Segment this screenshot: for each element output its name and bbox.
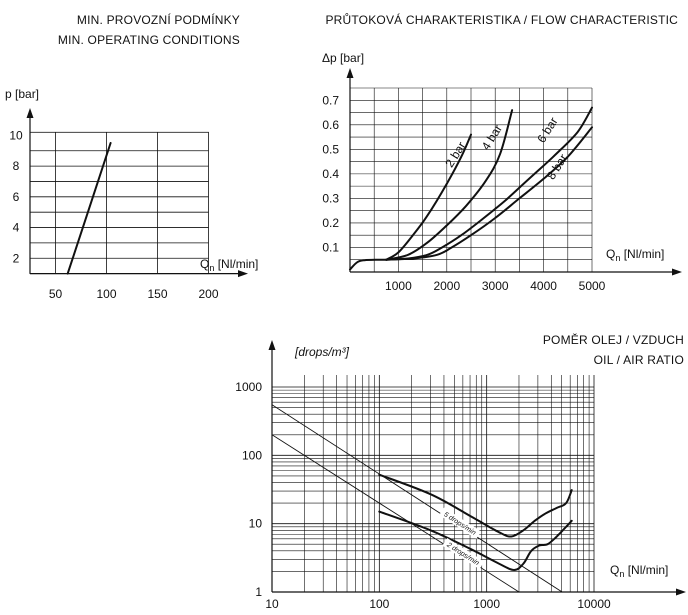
chart3-x-axis-label: Qn [Nl/min]	[610, 563, 668, 579]
chart2-y-tick-label: 0.7	[322, 93, 339, 107]
chart3-x-tick-label: 100	[369, 597, 389, 610]
chart3-title-line1: POMĚR OLEJ / VZDUCH	[543, 332, 684, 347]
chart2-y-tick-label: 0.6	[322, 118, 339, 132]
chart2-x-axis-label: Qn [Nl/min]	[606, 247, 664, 263]
chart3-series-line	[378, 473, 573, 538]
chart1-title-line2: MIN. OPERATING CONDITIONS	[58, 33, 240, 47]
chart2-y-tick-label: 0.1	[322, 240, 339, 254]
chart2-y-tick-label: 0.3	[322, 191, 339, 205]
chart2-series-label: 2 bar	[442, 139, 468, 170]
chart2-y-axis-arrow	[346, 68, 354, 78]
chart1-y-axis-label: p [bar]	[5, 87, 39, 101]
chart3-y-tick-label: 10	[249, 517, 263, 531]
oil-air-ratio-chart: POMĚR OLEJ / VZDUCH OIL / AIR RATIO [dro…	[235, 332, 686, 611]
chart2-series	[349, 106, 593, 271]
chart3-y-axis-label: [drops/m³]	[294, 345, 350, 359]
chart2-series-line	[385, 106, 593, 261]
chart1-title-line1: MIN. PROVOZNÍ PODMÍNKY	[77, 12, 240, 27]
chart3-x-axis-arrow	[676, 588, 686, 596]
chart3-x-tick-label: 1000	[473, 597, 500, 610]
chart1-x-tick-label: 200	[198, 287, 218, 301]
chart1-min-pressure-line	[66, 142, 112, 275]
chart2-series-line	[385, 109, 514, 261]
chart3-series-line	[378, 510, 573, 572]
chart1-x-tick-label: 150	[147, 287, 167, 301]
chart2-series-line	[385, 133, 472, 261]
chart2-series-label: 8 bar	[544, 152, 570, 183]
chart3-reference-line	[272, 434, 520, 592]
chart2-y-tick-label: 0.5	[322, 142, 339, 156]
chart3-series	[272, 404, 573, 592]
chart3-label-backdrop	[439, 507, 482, 539]
chart1-grid-frame	[29, 131, 209, 275]
chart1-y-tick-label: 8	[13, 159, 20, 173]
chart2-y-axis-label: Δp [bar]	[322, 51, 364, 65]
chart2-x-tick-label: 2000	[433, 279, 460, 293]
chart3-y-tick-label: 1000	[235, 380, 262, 394]
chart3-reference-line	[272, 404, 563, 592]
flow-characteristic-chart: PRŮTOKOVÁ CHARAKTERISTIKA / FLOW CHARACT…	[322, 12, 682, 293]
chart2-series-line	[385, 126, 593, 261]
chart3-y-tick-label: 1	[255, 585, 262, 599]
chart2-tick-labels: 1000 2000 3000 4000 5000 0.1 0.2 0.3 0.4 0.5 0.6 0.…	[322, 93, 605, 293]
chart1-y-axis-arrow	[26, 108, 34, 118]
chart3-clipped-lines	[272, 404, 563, 592]
chart2-x-tick-label: 5000	[579, 279, 606, 293]
chart1-x-axis-label: Qn [Nl/min]	[200, 257, 258, 273]
chart3-y-tick-label: 100	[242, 448, 262, 462]
chart2-y-tick-label: 0.2	[322, 216, 339, 230]
chart2-x-tick-label: 4000	[530, 279, 557, 293]
chart2-title: PRŮTOKOVÁ CHARAKTERISTIKA / FLOW CHARACT…	[325, 12, 678, 27]
chart2-grid	[346, 68, 682, 276]
chart1-y-tick-label: 2	[13, 251, 20, 265]
chart2-series-label: 6 bar	[534, 115, 560, 146]
chart2-x-axis-arrow	[672, 268, 682, 276]
chart1-y-tick-label: 6	[13, 190, 20, 204]
chart1-grid	[26, 108, 248, 278]
chart1-x-tick-label: 50	[49, 287, 63, 301]
chart3-x-tick-label: 10	[265, 597, 279, 610]
chart3-y-axis-arrow	[268, 340, 276, 350]
chart1-y-tick-label: 4	[13, 221, 20, 235]
chart3-x-tick-label: 10000	[577, 597, 611, 610]
chart2-y-tick-label: 0.4	[322, 167, 339, 181]
chart1-y-tick-label: 10	[9, 128, 23, 142]
min-conditions-chart: MIN. PROVOZNÍ PODMÍNKY MIN. OPERATING CO…	[5, 12, 258, 301]
chart1-series	[66, 142, 112, 275]
chart1-tick-labels: 50 100 150 200 2 4 6 8 10	[9, 128, 219, 301]
chart2-x-tick-label: 3000	[482, 279, 509, 293]
chart3-title-line2: OIL / AIR RATIO	[594, 353, 684, 367]
chart2-common-start-line	[349, 258, 388, 271]
chart1-x-axis-arrow	[238, 270, 248, 278]
chart2-x-tick-label: 1000	[385, 279, 412, 293]
chart1-x-tick-label: 100	[96, 287, 116, 301]
chart3-label-backdrop	[442, 537, 485, 570]
chart3-grid	[268, 340, 686, 596]
